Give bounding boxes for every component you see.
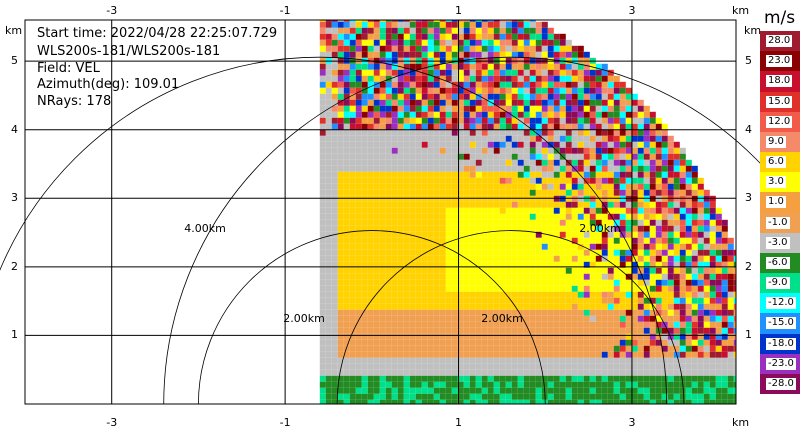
y-tick-label-left: 1 bbox=[11, 328, 18, 342]
azimuth-text: Azimuth(deg): 109.01 bbox=[37, 77, 180, 92]
range-ring-label: 2.00km bbox=[579, 222, 621, 235]
colorbar-tick-label: 23.0 bbox=[766, 55, 793, 68]
colorbar-tick-label: 12.0 bbox=[766, 115, 793, 128]
x-tick-label-top: -1 bbox=[279, 4, 291, 17]
x-tick-label-top: -3 bbox=[106, 4, 118, 17]
range-ring-label: 2.00km bbox=[481, 312, 523, 325]
colorbar-tick-label: -28.0 bbox=[766, 377, 796, 390]
range-ring bbox=[0, 56, 668, 405]
grid-layer bbox=[25, 20, 736, 404]
plot-frame bbox=[24, 19, 737, 405]
colorbar-tick-label: 1.0 bbox=[766, 196, 786, 209]
y-tick-label-left: 5 bbox=[11, 54, 18, 68]
range-ring bbox=[336, 230, 685, 405]
colorbar-tick-label: 6.0 bbox=[766, 156, 786, 169]
range-ring-label: 2.00km bbox=[283, 312, 325, 325]
colorbar-tick-label: 18.0 bbox=[766, 75, 793, 88]
x-unit-label-top: km bbox=[732, 4, 750, 17]
nrays-text: NRays: 178 bbox=[37, 94, 112, 109]
start-time-text: Start time: 2022/04/28 22:25:07.729 bbox=[37, 26, 278, 41]
colorbar-tick-label: -3.0 bbox=[766, 236, 790, 249]
colorbar-tick-label: -23.0 bbox=[766, 357, 796, 370]
y-tick-label-right: 5 bbox=[745, 54, 752, 68]
x-tick-label-bottom: 1 bbox=[455, 416, 463, 429]
colorbar-tick-label: -9.0 bbox=[766, 277, 790, 290]
range-ring bbox=[163, 56, 800, 405]
colorbar-tick-label: -15.0 bbox=[766, 317, 796, 330]
y-tick-label-right: 2 bbox=[745, 259, 752, 273]
y-tick-label-right: 1 bbox=[745, 328, 752, 342]
y-tick-label-left: 4 bbox=[11, 122, 18, 136]
x-tick-label-bottom: 3 bbox=[628, 416, 636, 429]
x-tick-label-bottom: -1 bbox=[279, 416, 291, 429]
colorbar-unit: m/s bbox=[764, 8, 796, 28]
colorbar-tick-label: -12.0 bbox=[766, 297, 796, 310]
colorbar-tick-label: -18.0 bbox=[766, 337, 796, 350]
x-tick-label-bottom: -3 bbox=[106, 416, 118, 429]
y-tick-label-left: 3 bbox=[11, 191, 18, 205]
x-tick-label-top: 3 bbox=[628, 4, 636, 17]
colorbar-tick-label: 3.0 bbox=[766, 176, 786, 189]
y-unit-label-right: km bbox=[744, 24, 762, 37]
instrument-text: WLS200s-181/WLS200s-181 bbox=[37, 44, 221, 59]
y-tick-label-right: 4 bbox=[745, 122, 752, 136]
range-ring-label: 4.00km bbox=[184, 222, 226, 235]
colorbar-tick-label: -1.0 bbox=[766, 216, 790, 229]
x-tick-label-top: 1 bbox=[455, 4, 463, 17]
field-text: Field: VEL bbox=[37, 61, 100, 76]
y-unit-label-left: km bbox=[5, 24, 23, 37]
x-unit-label-bottom: km bbox=[732, 416, 750, 429]
colorbar-tick-label: -6.0 bbox=[766, 256, 790, 269]
velocity-field bbox=[319, 20, 736, 404]
y-tick-label-right: 3 bbox=[745, 191, 752, 205]
colorbar-tick-label: 28.0 bbox=[766, 35, 793, 48]
y-tick-label-left: 2 bbox=[11, 259, 18, 273]
colorbar-tick-label: 15.0 bbox=[766, 95, 793, 108]
colorbar-tick-label: 9.0 bbox=[766, 135, 786, 148]
